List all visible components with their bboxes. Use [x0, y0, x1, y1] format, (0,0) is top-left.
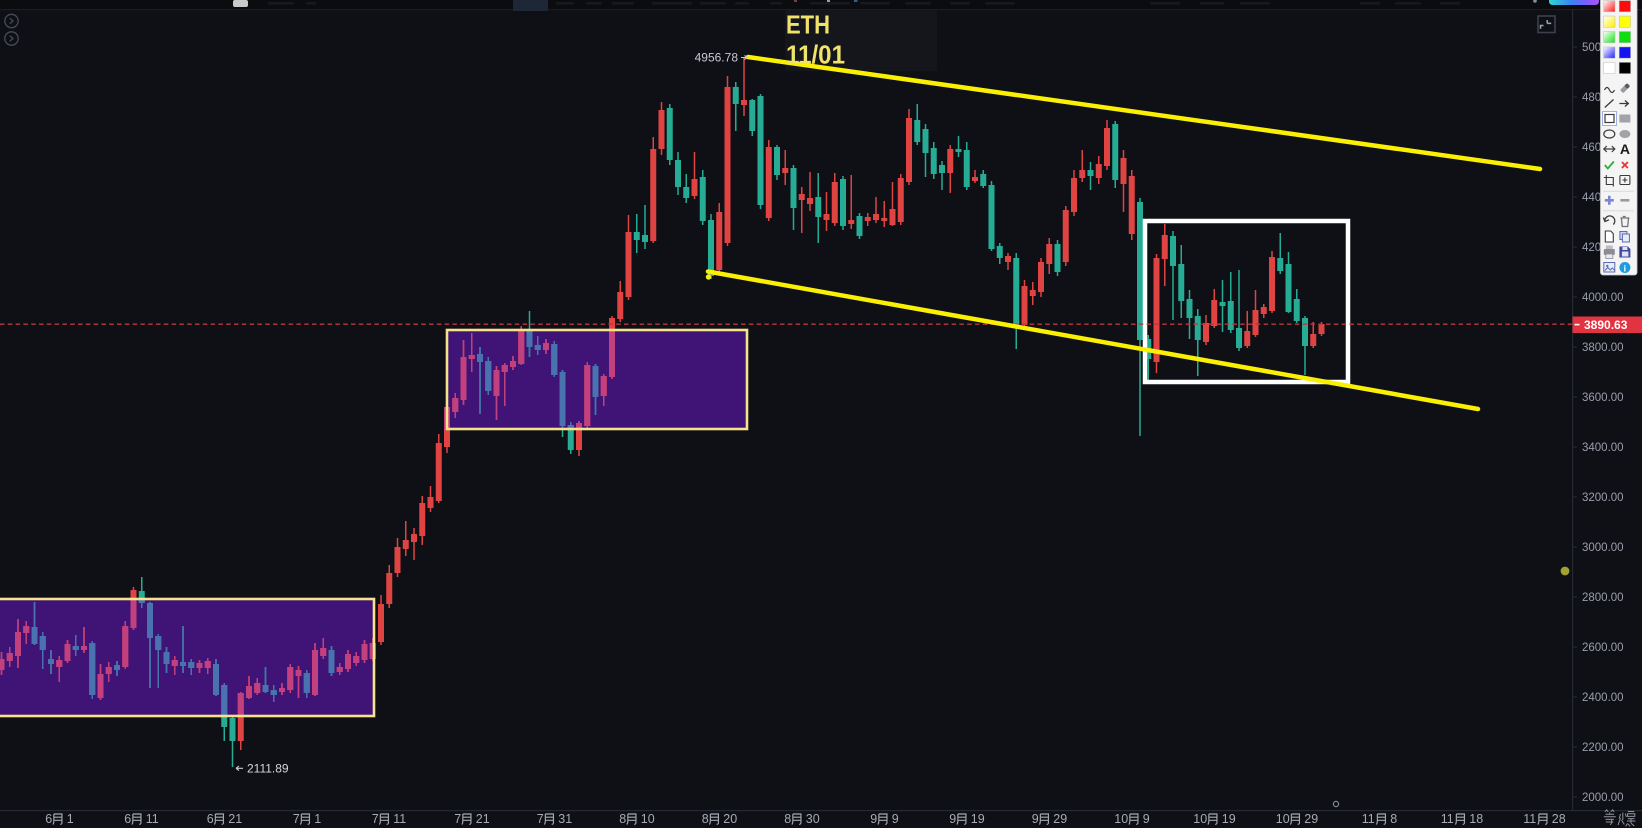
svg-text:11: 11	[1523, 812, 1536, 826]
svg-text:3600.00: 3600.00	[1582, 392, 1624, 404]
svg-text:7: 7	[454, 812, 461, 826]
svg-text:11: 11	[1362, 812, 1375, 826]
svg-text:6: 6	[207, 812, 214, 826]
svg-text:29: 29	[1304, 812, 1318, 826]
svg-text:3800.00: 3800.00	[1582, 342, 1624, 354]
svg-text:3400.00: 3400.00	[1582, 442, 1624, 454]
svg-text:2000.00: 2000.00	[1582, 792, 1624, 804]
svg-text:1: 1	[314, 812, 321, 826]
svg-text:2111.89: 2111.89	[247, 762, 289, 776]
svg-text:2200.00: 2200.00	[1582, 742, 1624, 754]
svg-text:9: 9	[949, 812, 956, 826]
svg-text:8: 8	[784, 812, 791, 826]
svg-text:29: 29	[1053, 812, 1067, 826]
svg-text:31: 31	[558, 812, 572, 826]
svg-text:11: 11	[393, 812, 406, 826]
svg-text:10: 10	[641, 812, 655, 826]
svg-text:2600.00: 2600.00	[1582, 642, 1624, 654]
svg-text:10: 10	[1193, 812, 1207, 826]
svg-text:8: 8	[1390, 812, 1397, 826]
svg-text:19: 19	[1222, 812, 1236, 826]
svg-text:11: 11	[1441, 812, 1454, 826]
svg-text:9: 9	[1032, 812, 1039, 826]
svg-text:6: 6	[45, 812, 52, 826]
svg-text:3000.00: 3000.00	[1582, 542, 1624, 554]
svg-text:ETH: ETH	[786, 10, 830, 40]
svg-text:28: 28	[1552, 812, 1566, 826]
svg-text:A: A	[1620, 141, 1630, 157]
svg-text:21: 21	[228, 812, 242, 826]
svg-text:7: 7	[293, 812, 300, 826]
svg-text:2400.00: 2400.00	[1582, 692, 1624, 704]
svg-text:30: 30	[806, 812, 820, 826]
svg-text:3890.63: 3890.63	[1584, 318, 1628, 332]
svg-text:9: 9	[870, 812, 877, 826]
svg-text:8: 8	[619, 812, 626, 826]
svg-text:11: 11	[146, 812, 159, 826]
svg-text:10: 10	[1276, 812, 1290, 826]
svg-text:3200.00: 3200.00	[1582, 492, 1624, 504]
svg-text:4956.78: 4956.78	[695, 51, 739, 65]
svg-text:4000.00: 4000.00	[1582, 292, 1624, 304]
svg-text:7: 7	[537, 812, 544, 826]
svg-text:8: 8	[702, 812, 709, 826]
svg-text:i: i	[1624, 264, 1627, 274]
svg-text:1: 1	[67, 812, 74, 826]
svg-text:9: 9	[892, 812, 899, 826]
svg-text:2800.00: 2800.00	[1582, 592, 1624, 604]
svg-text:18: 18	[1469, 812, 1483, 826]
svg-text:11/01: 11/01	[786, 40, 845, 70]
svg-text:9: 9	[1143, 812, 1150, 826]
svg-text:20: 20	[723, 812, 737, 826]
svg-text:6: 6	[124, 812, 131, 826]
svg-text:19: 19	[971, 812, 985, 826]
svg-text:21: 21	[476, 812, 490, 826]
svg-text:7: 7	[372, 812, 379, 826]
svg-text:10: 10	[1114, 812, 1128, 826]
